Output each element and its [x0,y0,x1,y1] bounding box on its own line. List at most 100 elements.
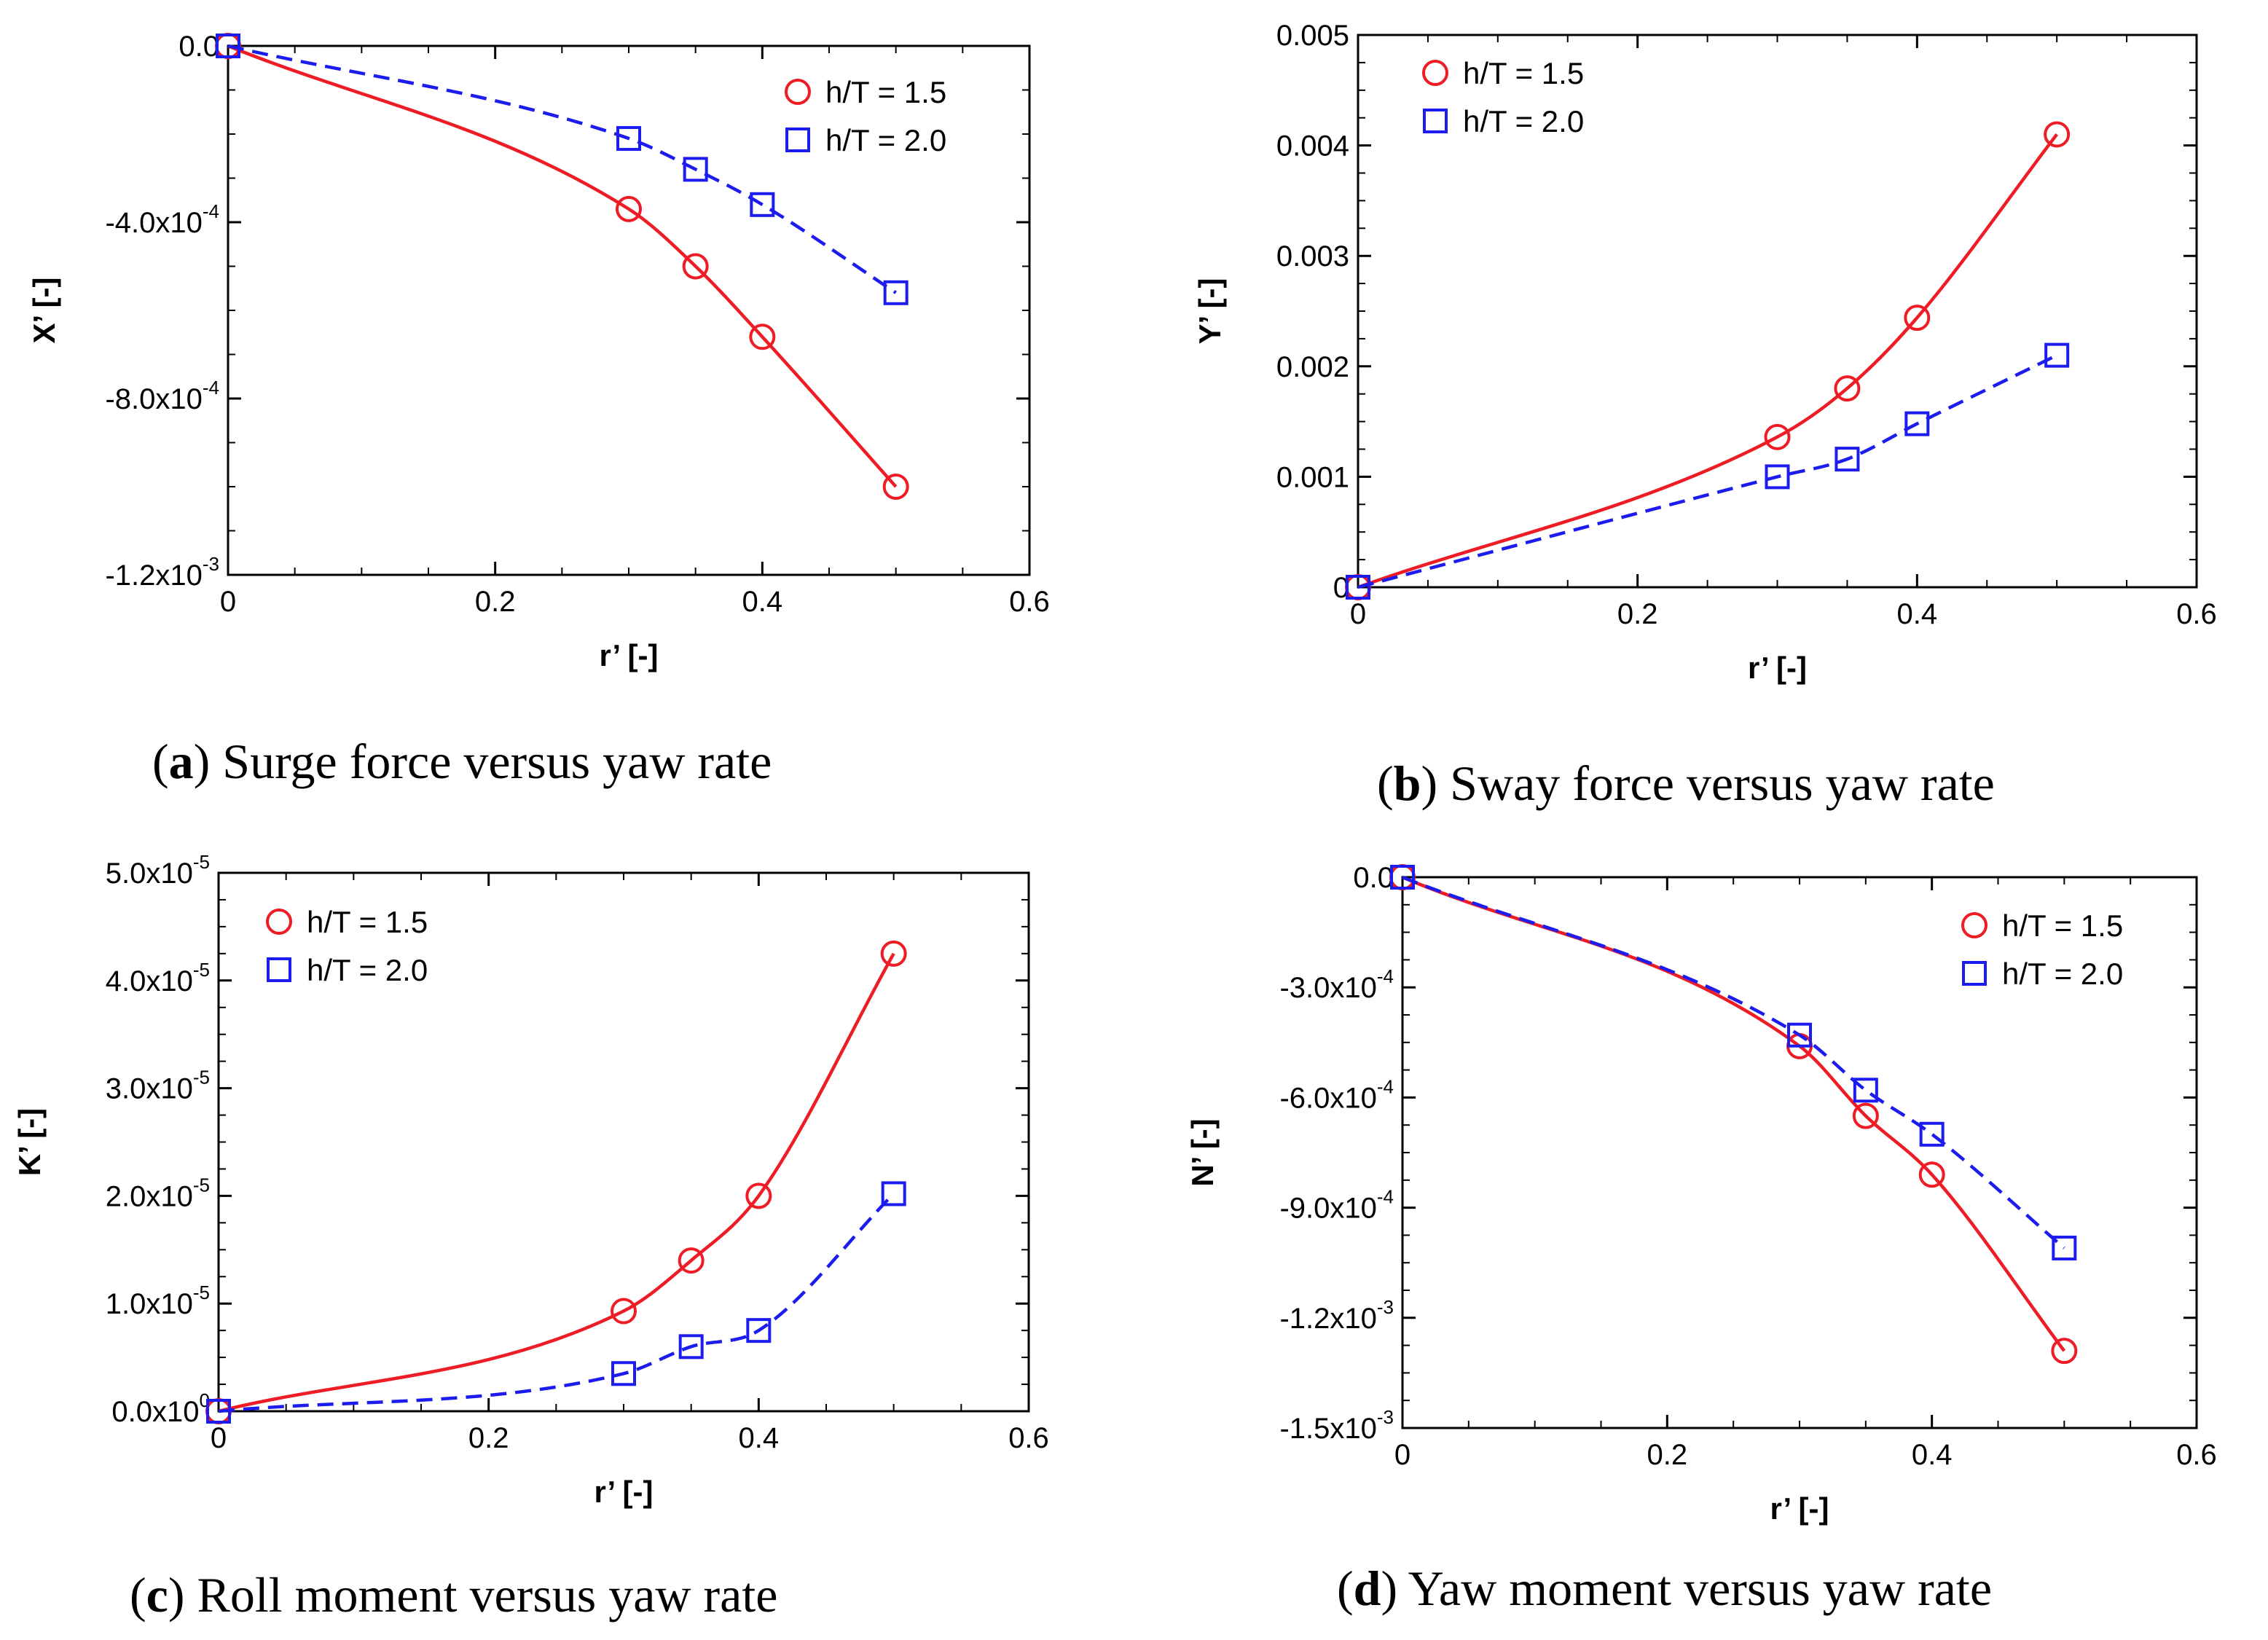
y-tick-label: -4.0x10-4 [105,200,219,239]
legend-marker-square [267,957,291,982]
y-tick-exponent: -5 [193,1067,210,1088]
legend-marker-circle [1422,60,1448,86]
y-tick-label: 3.0x10-5 [106,1067,210,1105]
legend-marker-square [785,127,810,152]
y-axis-title: N’ [-] [1185,1118,1220,1186]
y-tick-label: 0.002 [1276,351,1349,383]
legend-label: h/T = 2.0 [307,953,428,987]
y-tick-label: 2.0x10-5 [106,1174,210,1212]
legend-label: h/T = 2.0 [1463,104,1584,138]
panel-caption: (c) Roll moment versus yaw rate [130,1567,777,1623]
x-axis-title: r’ [-] [595,1475,654,1509]
x-tick-label: 0 [1350,598,1366,630]
data-point-circle [1852,1102,1879,1129]
y-tick-label: 0.001 [1276,461,1349,493]
series-line-1 [1402,875,2066,1352]
x-tick-label: 0.4 [1912,1439,1953,1471]
y-tick-label: 0 [1333,572,1349,604]
y-tick-label: 0.005 [1276,20,1349,52]
x-axis-title: r’ [-] [600,638,659,672]
y-tick-label: 5.0x10-5 [106,851,210,890]
y-tick-exponent: -5 [193,851,210,873]
x-tick-label: 0.6 [2176,1439,2217,1471]
legend-label: h/T = 1.5 [2002,909,2123,943]
x-axis-title: r’ [-] [1748,651,1807,685]
data-point-square [883,280,909,305]
y-axis-title: K’ [-] [12,1108,47,1176]
panel-a: 0 0.2 0.4 0.6 -1.2x10-3 -8.0x10-4 -4.0x10-4 0.0… [27,31,1050,789]
data-point-circle [678,1247,705,1274]
legend-label: h/T = 1.5 [825,75,946,109]
series-line-1 [1357,133,2058,589]
x-tick-label: 0.4 [739,1422,780,1454]
data-point-square [1853,1078,1878,1103]
y-tick-label: 1.0x10-5 [106,1282,210,1320]
y-tick-label: 4.0x10-5 [106,959,210,997]
data-point-square [1390,865,1415,890]
panel-caption: (a) Surge force versus yaw rate [152,734,772,789]
y-tick-exponent: -5 [193,1282,210,1303]
x-tick-label: 0.2 [1647,1439,1688,1471]
x-tick-label: 0.4 [1897,598,1938,630]
panel-b: 0 0.2 0.4 0.6 0 0.001 0.002 0.003 0.004 0.005 r’ [… [1193,20,2217,811]
legend-label: h/T = 2.0 [825,123,946,157]
data-point-circle [682,253,709,280]
caption-letter: c [146,1567,168,1623]
x-tick-label: 0.4 [742,586,783,618]
series-line-1 [218,952,895,1413]
y-tick-label: 0.003 [1276,240,1349,272]
panel-d: 0 0.2 0.4 0.6 -1.5x10-3 -1.2x10-3 -9.0x10-4 -6.… [1185,862,2217,1616]
panel-c: 0 0.2 0.4 0.6 0.0x100 1.0x10-5 2.0x10-5 3.0x10-… [12,851,1049,1623]
caption-letter: a [169,734,194,789]
data-point-square [881,1181,906,1207]
legend-label: h/T = 2.0 [2002,957,2123,991]
y-tick-label: -6.0x10-4 [1279,1075,1394,1114]
y-tick-exponent: -3 [1377,1406,1394,1428]
data-point-square [2052,1236,2077,1261]
panel-caption: (b) Sway force versus yaw rate [1377,756,1995,811]
y-tick-label: -1.5x10-3 [1279,1406,1394,1445]
series-line-2 [227,44,897,294]
legend-marker-circle [1961,912,1988,938]
data-point-circle [616,195,642,222]
series-line-1 [227,44,898,488]
y-tick-label: 0.0x100 [111,1389,210,1428]
legend-label: h/T = 1.5 [1463,56,1584,90]
y-tick-exponent: -4 [203,200,219,222]
x-tick-label: 0 [211,1422,227,1454]
panel-caption: (d) Yaw moment versus yaw rate [1337,1561,1992,1616]
x-axis-title: r’ [-] [1770,1491,1829,1526]
y-tick-exponent: -3 [1377,1296,1394,1318]
data-point-square [1787,1022,1812,1048]
data-point-circle [745,1182,772,1209]
data-point-square [678,1334,704,1360]
data-point-square [1346,575,1370,600]
x-tick-label: 0.2 [475,586,516,618]
y-tick-label: 0.0 [1353,862,1394,894]
y-tick-label: -3.0x10-4 [1279,965,1394,1004]
data-point-circle [1904,305,1931,331]
caption-letter: b [1394,756,1421,811]
data-point-square [611,1361,636,1386]
y-tick-label: -9.0x10-4 [1279,1186,1394,1225]
y-tick-label: -1.2x10-3 [105,553,219,592]
data-point-square [206,1399,231,1424]
data-point-circle [882,474,909,500]
x-tick-label: 0.2 [468,1422,509,1454]
y-tick-label: -8.0x10-4 [105,377,219,415]
x-tick-label: 0 [1394,1439,1410,1471]
x-tick-label: 0.2 [1617,598,1658,630]
x-tick-label: 0 [220,586,236,618]
data-point-circle [2044,121,2071,148]
y-tick-exponent: -4 [203,377,219,399]
data-point-square [746,1318,772,1343]
data-point-square [1835,447,1860,472]
y-tick-label: -1.2x10-3 [1279,1296,1394,1335]
legend-marker-circle [266,909,292,935]
y-axis-title: X’ [-] [27,278,61,344]
data-point-square [1904,411,1930,436]
data-point-circle [880,940,907,967]
data-point-square [1919,1121,1945,1147]
data-point-circle [2051,1338,2078,1365]
